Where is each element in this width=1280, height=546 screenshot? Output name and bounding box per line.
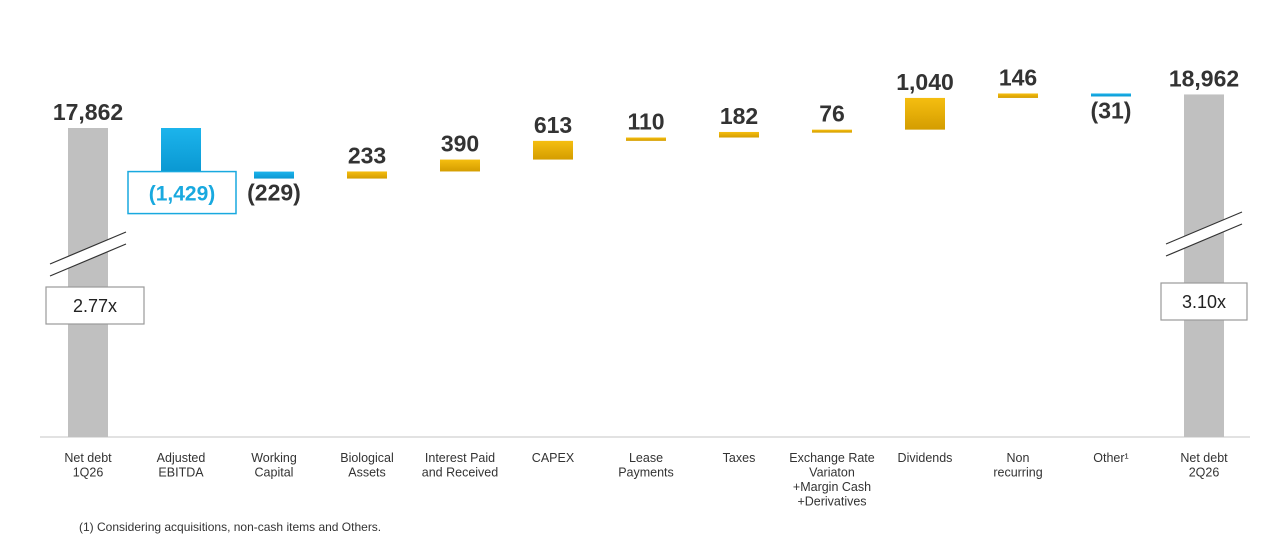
bar-exchange-rate-variaton-margin-cash-derivatives [812, 129, 852, 133]
bar-net-debt-1q26 [68, 128, 108, 437]
bar-working-capital [254, 171, 294, 179]
category-label-adjusted-ebitda: Adjusted EBITDA [157, 451, 206, 480]
axis-break-line-a-1 [1165, 211, 1243, 245]
value-label-adjusted-ebitda: (1,429) [149, 183, 216, 206]
axis-break-line-a-0 [49, 231, 127, 265]
ratio-box-1 [1160, 282, 1248, 321]
bar-non-recurring [998, 93, 1038, 98]
ratio-label-0: 2.77x [73, 296, 117, 316]
bar-taxes [719, 131, 759, 138]
value-label-taxes: 182 [720, 103, 758, 129]
bar-net-debt-2q26 [1184, 94, 1224, 437]
ratio-box-0 [45, 286, 145, 325]
bar-interest-paid-and-received [440, 159, 480, 172]
value-label-lease-payments: 110 [627, 109, 664, 135]
bar-dividends [905, 97, 945, 130]
bar-biological-assets [347, 171, 387, 179]
axis-break-gap-1 [1166, 212, 1242, 256]
category-label-biological-assets: Biological Assets [340, 451, 394, 480]
category-label-lease-payments: Lease Payments [618, 451, 674, 480]
value-label-biological-assets: 233 [348, 142, 386, 168]
value-label-box [127, 170, 237, 215]
footnote: (1) Considering acquisitions, non-cash i… [79, 520, 382, 534]
category-label-capex: CAPEX [532, 451, 575, 465]
category-label-interest-paid-and-received: Interest Paid and Received [422, 451, 498, 480]
value-label-non-recurring: 146 [999, 64, 1037, 90]
bar-other [1091, 93, 1131, 97]
ratio-label-1: 3.10x [1182, 292, 1226, 312]
value-label-interest-paid-and-received: 390 [441, 131, 479, 157]
category-label-exchange-rate-variaton-margin-cash-derivatives: Exchange Rate Variaton +Margin Cash +Deriva… [789, 451, 875, 509]
bar-lease-payments [626, 137, 666, 141]
category-label-net-debt-2q26: Net debt 2Q26 [1180, 451, 1228, 480]
axis-break-gap-0 [50, 232, 126, 276]
value-label-net-debt-1q26: 17,862 [53, 99, 123, 125]
value-label-other: (31) [1091, 97, 1132, 123]
value-label-working-capital: (229) [247, 180, 301, 206]
axis-break-line-b-0 [49, 243, 127, 277]
value-label-capex: 613 [534, 112, 572, 138]
category-label-dividends: Dividends [898, 451, 953, 465]
value-label-net-debt-2q26: 18,962 [1169, 65, 1239, 91]
category-label-non-recurring: Non recurring [993, 451, 1042, 480]
value-label-dividends: 1,040 [896, 69, 954, 95]
category-label-working-capital: Working Capital [251, 451, 297, 480]
bar-adjusted-ebitda [161, 128, 201, 172]
axis-break-line-b-1 [1165, 223, 1243, 257]
category-label-net-debt-1q26: Net debt 1Q26 [64, 451, 112, 480]
category-label-taxes: Taxes [723, 451, 756, 465]
value-label-exchange-rate-variaton-margin-cash-derivatives: 76 [819, 101, 845, 127]
category-label-other: Other¹ [1093, 451, 1128, 465]
bar-capex [533, 140, 573, 160]
